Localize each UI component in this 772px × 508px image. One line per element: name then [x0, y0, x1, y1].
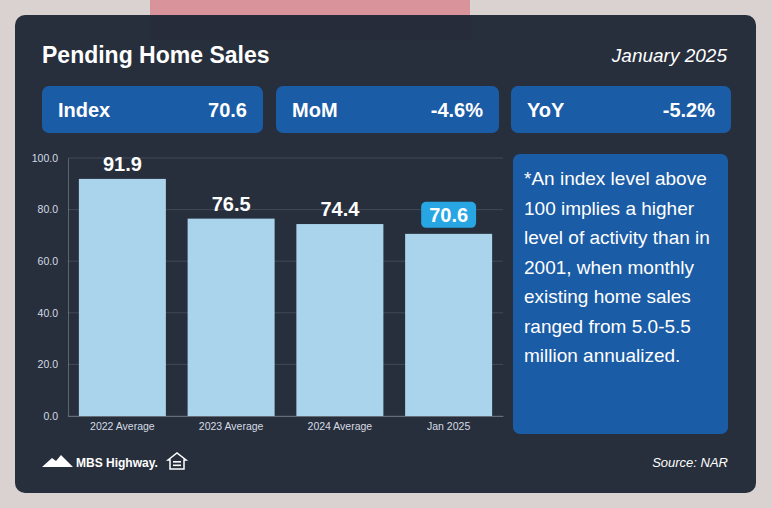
background [0, 0, 772, 508]
logo-icon [42, 455, 73, 467]
note-line: ranged from 5.0-5.5 [524, 316, 691, 337]
note-line: *An index level above [524, 168, 707, 189]
data-label: 74.4 [320, 198, 360, 220]
x-tick: Jan 2025 [427, 416, 470, 432]
y-tick: 20.0 [38, 358, 68, 370]
stat-label: MoM [292, 99, 338, 121]
y-tick-label: 40.0 [38, 307, 59, 319]
note-box [513, 154, 728, 434]
x-tick-label: 2022 Average [90, 420, 155, 432]
x-tick-label: Jan 2025 [427, 420, 470, 432]
bars [79, 179, 492, 416]
house-bar [173, 465, 181, 467]
panel [15, 15, 756, 493]
stat-box: Index 70.6 [42, 86, 263, 133]
bar [405, 234, 492, 416]
stat-box-bg [511, 86, 731, 133]
note-line: million annualized. [524, 345, 680, 366]
brand: MBS Highway. [76, 456, 158, 470]
note-line: level of activity than in [524, 227, 710, 248]
bar [296, 224, 383, 416]
data-labels: 91.9 76.5 74.4 70.6 [103, 153, 476, 228]
stat-label: Index [58, 99, 110, 121]
bar [79, 179, 166, 416]
y-tick: 60.0 [38, 255, 68, 267]
stat-box-bg [42, 86, 263, 133]
x-axis-line [69, 416, 504, 417]
subtitle: January 2025 [611, 45, 728, 66]
title: Pending Home Sales [42, 42, 270, 68]
house-bar [173, 461, 181, 463]
stat-box: MoM -4.6% [276, 86, 499, 133]
grid [68, 158, 503, 416]
stat-label: YoY [527, 99, 565, 121]
chart-root: Pending Home Sales January 2025 Index 70.6 M… [0, 0, 772, 508]
note-line: 100 implies a higher [524, 198, 695, 219]
y-tick: 80.0 [38, 203, 68, 215]
x-axis: 2022 Average 2023 Average 2024 Average Jan … [69, 416, 504, 432]
x-tick-label: 2023 Average [199, 420, 264, 432]
stat-box: YoY -5.2% [511, 86, 731, 133]
x-tick: 2023 Average [199, 416, 264, 432]
y-tick: 100.0 [32, 152, 68, 164]
y-tick-label: 80.0 [38, 203, 59, 215]
y-tick-label: 20.0 [38, 358, 59, 370]
stat-box-bg [276, 86, 499, 133]
chart-svg: Pending Home Sales January 2025 Index 70.6 M… [0, 0, 772, 508]
equal-housing-icon [168, 453, 186, 469]
note-text: *An index level above 100 implies a highe… [524, 168, 710, 366]
y-tick-label: 100.0 [32, 152, 58, 164]
y-tick-label: 60.0 [38, 255, 59, 267]
stat-value: 70.6 [208, 99, 247, 121]
y-axis: 0.0 20.0 40.0 60.0 80.0 100.0 [32, 152, 69, 422]
house-outline [168, 453, 186, 469]
x-tick-label: 2024 Average [308, 420, 373, 432]
note-line: 2001, when monthly [524, 257, 695, 278]
data-label: 91.9 [103, 153, 142, 175]
source: Source: NAR [652, 455, 728, 470]
data-label: 70.6 [429, 204, 468, 226]
data-label: 76.5 [212, 193, 251, 215]
bar [188, 219, 275, 416]
y-axis-line [68, 159, 69, 417]
y-tick-label: 0.0 [43, 410, 58, 422]
stat-value: -4.6% [431, 99, 483, 121]
y-tick: 0.0 [43, 410, 68, 422]
x-tick: 2022 Average [90, 416, 155, 432]
data-label-badge [421, 202, 476, 228]
note-line: existing home sales [524, 286, 691, 307]
y-tick: 40.0 [38, 307, 68, 319]
stat-value: -5.2% [663, 99, 715, 121]
x-tick: 2024 Average [308, 416, 373, 432]
